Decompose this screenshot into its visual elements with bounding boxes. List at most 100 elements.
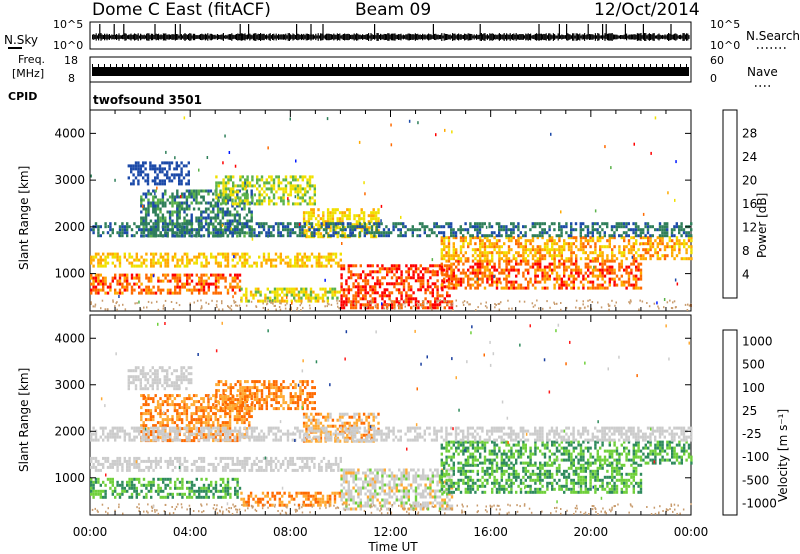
echo-cell — [543, 231, 546, 235]
scatter-cell — [326, 305, 328, 308]
echo-cell — [159, 291, 162, 295]
echo-cell — [248, 255, 251, 259]
echo-cell — [200, 288, 203, 292]
nsky-bar — [609, 33, 611, 41]
echo-cell — [178, 216, 181, 220]
echo-cell — [539, 262, 542, 266]
echo-cell — [173, 384, 176, 388]
echo-cell — [164, 418, 167, 422]
nsky-bar — [344, 33, 346, 41]
nsky-bar — [118, 33, 120, 41]
echo-cell — [246, 181, 249, 185]
echo-cell — [114, 276, 117, 280]
nsky-bar — [648, 33, 650, 41]
freq-spike — [254, 64, 255, 68]
echo-cell — [226, 261, 230, 265]
echo-cell — [154, 252, 158, 256]
echo-cell — [507, 248, 511, 252]
scatter-cell — [207, 302, 210, 305]
echo-cell — [613, 236, 616, 240]
echo-cell — [354, 273, 358, 277]
echo-cell — [410, 276, 413, 280]
scatter-cell — [658, 307, 660, 310]
echo-cell — [419, 264, 422, 268]
echo-cell — [149, 384, 152, 388]
echo-cell — [217, 181, 220, 185]
echo-cell — [305, 229, 308, 233]
echo-cell — [546, 277, 549, 281]
echo-cell — [245, 219, 249, 223]
scatter-cell — [264, 299, 266, 302]
echo-cell — [548, 248, 551, 252]
echo-cell — [301, 196, 304, 200]
echo-cell — [369, 300, 372, 304]
echo-cell — [608, 234, 611, 238]
scatter-cell — [455, 299, 457, 302]
echo-cell — [349, 225, 352, 229]
echo-cell — [603, 262, 607, 266]
echo-cell — [464, 222, 467, 226]
echo-cell — [354, 285, 358, 289]
nsky-bar — [228, 34, 230, 40]
nsky-bar — [395, 34, 397, 40]
echo-cell — [226, 198, 229, 202]
scatter-cell — [94, 305, 96, 308]
echo-cell — [378, 294, 382, 298]
echo-cell — [274, 252, 278, 256]
echo-cell — [317, 208, 320, 212]
echo-cell — [226, 207, 229, 211]
echo-cell — [426, 300, 430, 304]
echo-cell — [130, 261, 134, 265]
speckle-cell — [324, 278, 326, 282]
echo-cell — [224, 199, 228, 203]
beam-label: Beam 09 — [355, 0, 431, 20]
echo-cell — [367, 226, 371, 230]
echo-cell — [611, 277, 614, 281]
echo-cell — [121, 285, 124, 289]
echo-cell — [283, 299, 286, 303]
echo-cell — [284, 261, 287, 265]
nsky-bar — [578, 34, 580, 40]
echo-cell — [175, 173, 178, 177]
echo-cell — [232, 175, 235, 179]
echo-cell — [238, 288, 242, 292]
echo-cell — [392, 222, 395, 226]
echo-cell — [412, 273, 415, 277]
nsky-bar — [376, 33, 378, 41]
echo-cell — [354, 228, 357, 232]
echo-cell — [405, 270, 408, 274]
echo-cell — [219, 273, 222, 277]
echo-cell — [345, 288, 348, 292]
echo-cell — [375, 228, 378, 232]
echo-cell — [371, 300, 374, 304]
echo-cell — [538, 222, 542, 226]
echo-cell — [267, 252, 270, 256]
echo-cell — [147, 201, 150, 205]
echo-cell — [558, 239, 561, 243]
echo-cell — [221, 216, 225, 220]
echo-cell — [553, 265, 556, 269]
echo-cell — [300, 290, 303, 294]
echo-cell — [625, 234, 628, 238]
echo-cell — [197, 231, 201, 235]
echo-cell — [313, 202, 316, 206]
echo-cell — [394, 225, 398, 229]
echo-cell — [536, 265, 539, 269]
echo-cell — [202, 216, 205, 220]
echo-cell — [176, 415, 179, 419]
nsky-bar — [501, 34, 503, 40]
echo-cell — [358, 214, 361, 218]
echo-cell — [632, 277, 635, 281]
echo-cell — [570, 245, 573, 249]
nsky-bar — [472, 35, 474, 39]
echo-cell — [250, 213, 253, 217]
echo-cell — [171, 231, 174, 235]
echo-cell — [207, 231, 210, 235]
echo-cell — [321, 287, 325, 291]
echo-cell — [126, 288, 129, 292]
scatter-cell — [565, 306, 568, 309]
echo-cell — [515, 286, 518, 290]
freq-spike — [260, 64, 261, 68]
scatter-cell — [575, 299, 578, 302]
nsky-bar — [111, 34, 113, 40]
